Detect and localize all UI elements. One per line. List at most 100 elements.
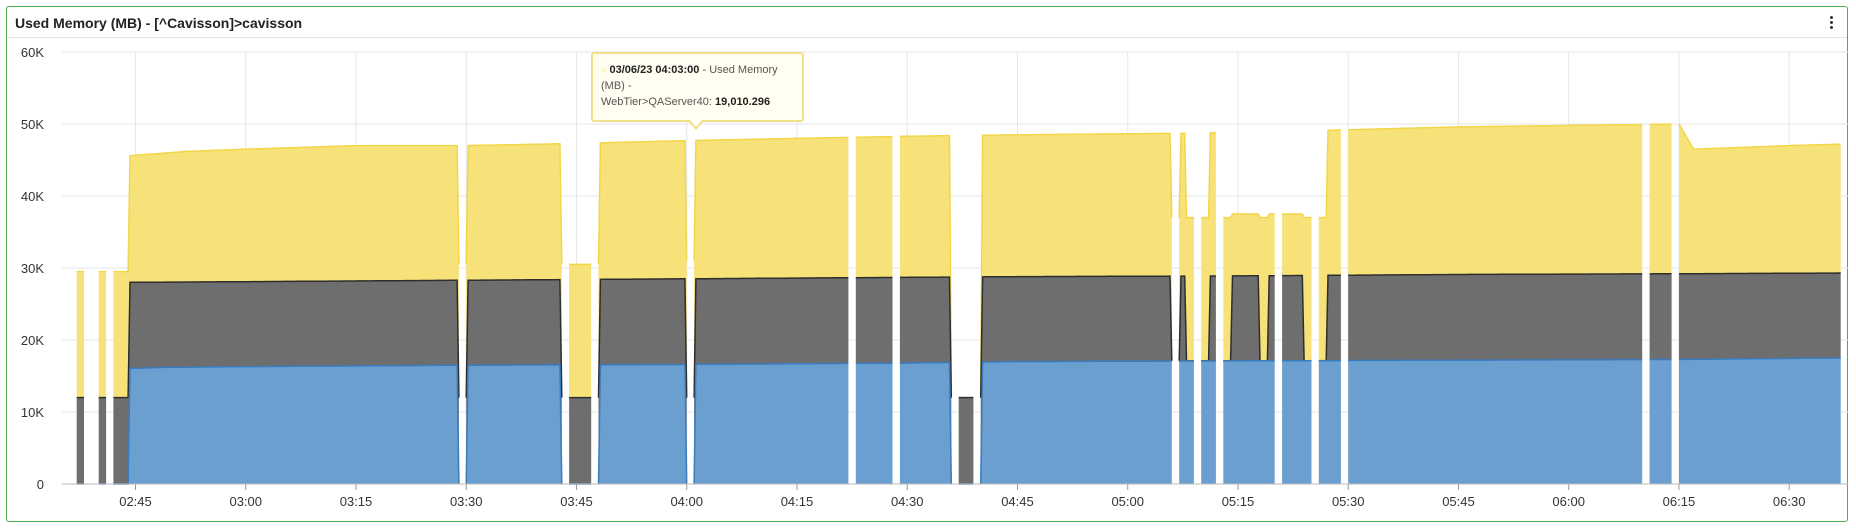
series-area-yellow — [694, 137, 849, 398]
series-area-yellow — [980, 133, 1172, 398]
series-area-dark — [113, 280, 459, 484]
x-tick-label: 02:45 — [119, 494, 152, 509]
series-area-yellow — [98, 271, 107, 398]
series-area-dark-line — [899, 276, 953, 398]
x-tick-label: 04:30 — [891, 494, 924, 509]
x-tick-label: 06:00 — [1552, 494, 1585, 509]
series-area-yellow-line — [1178, 132, 1194, 219]
series-area-dark — [569, 397, 592, 484]
series-area-yellow — [1318, 130, 1341, 361]
vertical-ellipsis-icon[interactable] — [1823, 13, 1839, 31]
series-area-blue-line — [693, 362, 849, 485]
series-area-yellow — [466, 143, 562, 398]
series-area-dark — [1282, 275, 1312, 361]
series-area-dark — [694, 277, 849, 484]
series-area-dark — [598, 278, 687, 484]
series-area-yellow-line — [465, 143, 563, 265]
series-area-dark-line — [1679, 272, 1841, 275]
series-area-blue-line — [597, 363, 688, 485]
series-area-yellow-line — [1678, 123, 1841, 150]
panel-title: Used Memory (MB) - [^Cavisson]>cavisson — [15, 15, 303, 31]
series-area-blue — [1318, 360, 1341, 484]
chart-tooltip: ○ 03/06/23 04:03:00 - Used Memory (MB) -… — [591, 52, 804, 122]
series-area-blue — [855, 363, 893, 484]
panel-header: Used Memory (MB) - [^Cavisson]>cavisson — [7, 7, 1847, 38]
series-area-blue-line — [113, 364, 460, 485]
x-tick-label: 03:00 — [229, 494, 262, 509]
series-area-dark-line — [1348, 273, 1643, 276]
series-area-dark — [1348, 273, 1643, 361]
series-area-blue-line — [899, 361, 953, 485]
x-tick-label: 03:30 — [450, 494, 483, 509]
series-area-blue-line — [465, 364, 563, 485]
series-area-dark — [1679, 273, 1841, 360]
y-tick-label: 20K — [21, 333, 44, 348]
y-tick-label: 0 — [37, 477, 44, 492]
series-area-dark — [1201, 276, 1216, 361]
series-area-dark-line — [465, 278, 563, 398]
series-area-dark — [76, 397, 84, 484]
series-area-dark-line — [113, 279, 460, 399]
tooltip-arrow-inner — [689, 119, 703, 127]
series-area-blue — [980, 361, 1172, 484]
y-tick-label: 10K — [21, 405, 44, 420]
series-area-blue-line — [1679, 357, 1841, 361]
x-tick-label: 03:15 — [340, 494, 373, 509]
series-area-yellow — [113, 145, 459, 398]
series-area-yellow-line — [1318, 129, 1341, 219]
y-tick-label: 50K — [21, 117, 44, 132]
series-area-dark — [899, 277, 952, 484]
series-area-yellow-line — [855, 135, 893, 138]
series-area-yellow-line — [597, 139, 688, 265]
series-area-yellow — [1649, 124, 1672, 274]
tooltip-value: 19,010.296 — [715, 96, 771, 108]
series-area-dark — [1649, 273, 1672, 360]
series-area-blue — [598, 364, 687, 484]
series-area-blue — [1223, 360, 1275, 484]
series-area-dark — [958, 397, 974, 484]
x-tick-label: 03:45 — [560, 494, 593, 509]
series-color-dot-icon: ○ — [601, 65, 607, 75]
series-area-blue — [1201, 361, 1216, 484]
y-tick-label: 40K — [21, 189, 44, 204]
series-area-blue — [1348, 359, 1643, 484]
series-area-yellow — [76, 271, 84, 398]
series-area-yellow — [1679, 124, 1841, 274]
series-area-yellow — [1348, 124, 1643, 276]
series-area-blue-line — [1348, 358, 1643, 362]
series-area-yellow-line — [979, 132, 1173, 398]
series-area-blue — [899, 362, 952, 484]
series-area-yellow-line — [1282, 213, 1312, 219]
series-area-dark — [1318, 275, 1341, 361]
series-area-blue — [1282, 360, 1312, 484]
series-area-yellow-line — [1223, 213, 1275, 219]
series-area-yellow — [899, 135, 952, 398]
series-area-yellow — [569, 264, 592, 398]
series-area-yellow-line — [113, 144, 460, 273]
series-area-dark — [98, 397, 107, 484]
tooltip-label-part1: - Used Memory (MB) - — [601, 64, 778, 92]
y-tick-label: 30K — [21, 261, 44, 276]
series-area-yellow — [1282, 214, 1312, 361]
series-area-yellow-line — [1348, 123, 1643, 131]
x-tick-label: 05:15 — [1222, 494, 1255, 509]
series-area-yellow — [1223, 214, 1275, 361]
series-area-yellow — [598, 140, 687, 398]
series-area-dark-line — [693, 276, 849, 398]
series-area-dark — [855, 277, 893, 364]
series-area-yellow — [1201, 132, 1216, 361]
series-area-blue — [466, 364, 562, 484]
x-tick-label: 06:15 — [1663, 494, 1696, 509]
series-area-yellow — [855, 136, 893, 278]
series-area-dark-line — [597, 278, 688, 398]
series-area-blue-line — [979, 360, 1172, 485]
x-tick-label: 04:45 — [1001, 494, 1034, 509]
y-tick-label: 60K — [21, 45, 44, 60]
series-area-blue — [1179, 361, 1194, 484]
x-tick-label: 06:30 — [1773, 494, 1806, 509]
series-area-dark — [980, 276, 1172, 484]
tooltip-label-part2: WebTier>QAServer40: — [601, 96, 716, 108]
series-area-yellow — [1179, 133, 1194, 361]
series-area-dark — [1223, 275, 1275, 361]
